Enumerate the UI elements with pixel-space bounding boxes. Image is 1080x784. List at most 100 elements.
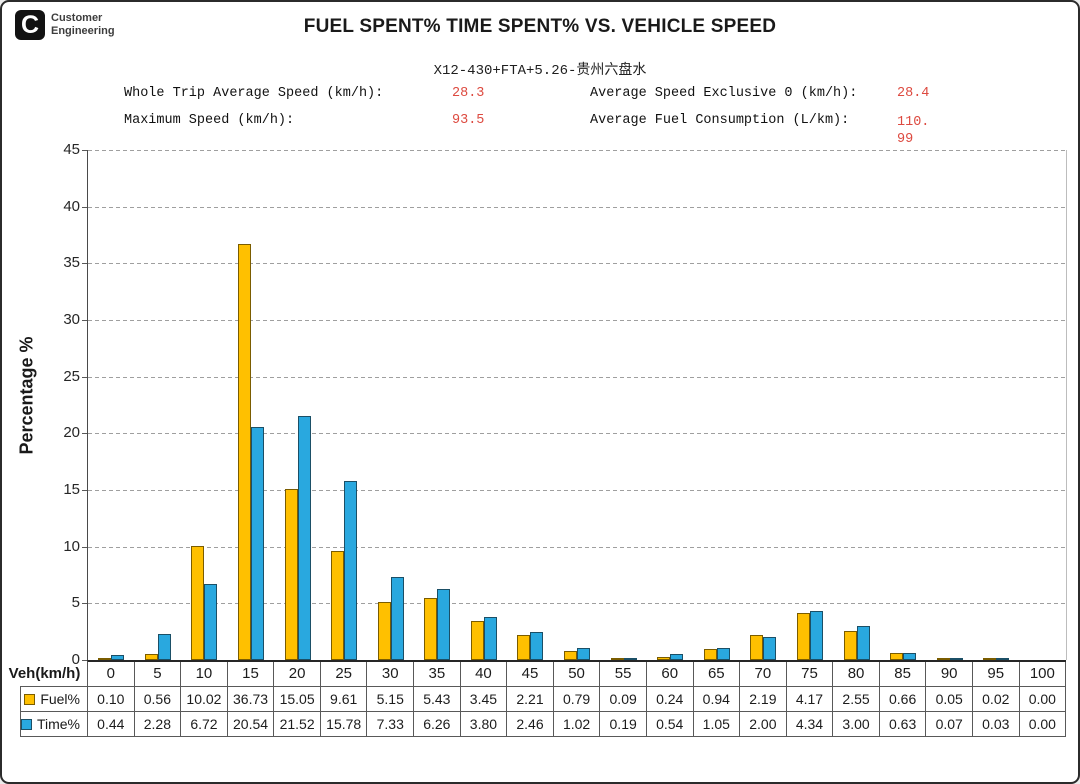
fuel-value-cell: 0.56: [134, 687, 181, 712]
fuel-bar-85: [890, 653, 904, 660]
x-axis-title: Veh(km/h): [8, 665, 81, 682]
time-value-cell: 0.63: [879, 712, 926, 737]
table-column-10: 10 10.02 6.72: [181, 662, 228, 737]
fuel-bar-5: [144, 654, 158, 660]
x-tick-label: 30: [367, 662, 414, 687]
time-value-cell: 15.78: [320, 712, 367, 737]
time-value-cell: 3.80: [460, 712, 507, 737]
x-tick-label: 40: [460, 662, 507, 687]
bar-group-0: [88, 150, 135, 660]
gridline: [88, 206, 1066, 208]
y-tick-mark: [82, 433, 87, 435]
fuel-value-cell: 0.24: [646, 687, 693, 712]
stat-value-maximum-speed: 93.5: [452, 113, 485, 128]
data-table: 0 0.10 0.44 5 0.56 2.28 10 10.02 6.72 15 36.73 20.5…: [87, 660, 1067, 737]
fuel-value-cell: 4.17: [786, 687, 833, 712]
legend-label-fuel: Fuel%: [40, 691, 80, 707]
brand-name: Customer Engineering: [51, 12, 115, 37]
time-value-cell: 0.54: [646, 712, 693, 737]
time-bar-45: [530, 632, 544, 660]
bar-slots: [88, 150, 1066, 660]
stat-value-whole-trip-average-speed: 28.3: [452, 86, 485, 101]
x-tick-label: 75: [786, 662, 833, 687]
x-tick-label: 15: [227, 662, 274, 687]
stat-label-whole-trip-average-speed: Whole Trip Average Speed (km/h):: [124, 86, 384, 101]
fuel-value-cell: 0.02: [972, 687, 1019, 712]
x-tick-label: 35: [414, 662, 460, 687]
time-bar-65: [716, 648, 730, 660]
gridline: [88, 150, 1066, 151]
time-bar-35: [437, 589, 451, 660]
time-bar-55: [623, 658, 637, 660]
fuel-bar-50: [564, 651, 578, 660]
table-column-85: 85 0.66 0.63: [879, 662, 927, 737]
y-tick-label: 0: [71, 651, 80, 668]
bar-group-35: [414, 150, 461, 660]
fuel-value-cell: 0.00: [1019, 687, 1066, 712]
x-tick-label: 45: [507, 662, 553, 687]
fuel-bar-20: [284, 489, 298, 660]
table-column-25: 25 9.61 15.78: [320, 662, 368, 737]
fuel-value-cell: 9.61: [320, 687, 367, 712]
fuel-bar-30: [377, 602, 391, 660]
chart-plot-area: [87, 150, 1067, 660]
time-bar-75: [809, 611, 823, 660]
legend-item-time: Time%: [21, 712, 87, 737]
x-tick-label: 0: [88, 662, 134, 687]
bar-group-65: [694, 150, 741, 660]
table-column-50: 50 0.79 1.02: [553, 662, 601, 737]
table-column-70: 70 2.19 2.00: [740, 662, 787, 737]
bar-group-90: [926, 150, 973, 660]
bar-group-85: [880, 150, 927, 660]
time-bar-70: [763, 637, 777, 660]
time-value-cell: 6.72: [181, 712, 227, 737]
fuel-bar-70: [750, 635, 764, 660]
time-value-cell: 6.26: [414, 712, 460, 737]
y-axis: 0 5 10 15 20 25 30 35 40 45: [2, 141, 87, 668]
fuel-bar-95: [983, 658, 997, 660]
y-tick-label: 10: [63, 537, 80, 555]
x-tick-label: 25: [320, 662, 367, 687]
fuel-bar-40: [470, 621, 484, 660]
time-bar-20: [297, 416, 311, 660]
time-value-cell: 21.52: [274, 712, 320, 737]
time-value-cell: 0.44: [88, 712, 134, 737]
stat-value-average-fuel-consumption: 110.99: [897, 115, 930, 147]
table-column-95: 95 0.02 0.03: [972, 662, 1020, 737]
table-column-5: 5 0.56 2.28: [134, 662, 182, 737]
stat-label-average-fuel-consumption: Average Fuel Consumption (L/km):: [590, 113, 850, 128]
fuel-bar-75: [796, 613, 810, 660]
bar-group-70: [740, 150, 787, 660]
time-value-cell: 7.33: [367, 712, 414, 737]
y-tick-mark: [82, 376, 87, 378]
gridline: [88, 546, 1066, 548]
time-bar-95: [996, 658, 1010, 660]
time-bar-85: [903, 653, 917, 660]
fuel-value-cell: 0.66: [879, 687, 926, 712]
brand-logo: C Customer Engineering: [15, 10, 125, 40]
gridline: [88, 433, 1066, 435]
x-tick-label: 85: [879, 662, 926, 687]
fuel-bar-60: [657, 657, 671, 660]
time-value-cell: 2.28: [134, 712, 181, 737]
fuel-value-cell: 0.94: [693, 687, 740, 712]
time-value-cell: 4.34: [786, 712, 833, 737]
time-bar-40: [483, 617, 497, 660]
fuel-value-cell: 5.43: [414, 687, 460, 712]
page-title: FUEL SPENT% TIME SPENT% VS. VEHICLE SPEE…: [303, 16, 777, 37]
y-tick-label: 20: [63, 424, 80, 442]
fuel-value-cell: 0.09: [600, 687, 646, 712]
bar-group-80: [833, 150, 880, 660]
fuel-value-cell: 0.10: [88, 687, 134, 712]
table-column-75: 75 4.17 4.34: [786, 662, 834, 737]
table-column-35: 35 5.43 6.26: [414, 662, 461, 737]
time-value-cell: 2.00: [740, 712, 786, 737]
y-tick-label: 5: [71, 594, 80, 612]
y-tick-label: 30: [63, 311, 80, 328]
time-value-cell: 2.46: [507, 712, 553, 737]
table-column-90: 90 0.05 0.07: [926, 662, 973, 737]
table-column-80: 80 2.55 3.00: [833, 662, 880, 737]
legend-label-time: Time%: [36, 716, 80, 732]
y-tick-label: 25: [63, 367, 80, 385]
fuel-value-cell: 3.45: [460, 687, 507, 712]
